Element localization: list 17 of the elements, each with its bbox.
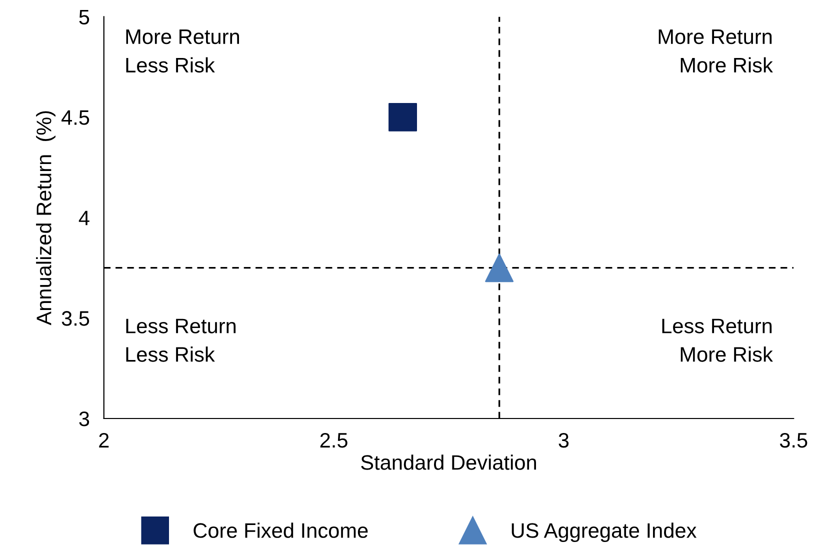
annotation: Less Return Less Risk — [126, 318, 236, 362]
legend-label: US Aggregate Index — [512, 522, 697, 542]
annotation: Less Return More Risk — [662, 318, 773, 362]
x-tick-label: 3 — [558, 432, 569, 448]
x-axis-title: Standard Deviation — [361, 454, 536, 470]
x-tick-label: 2 — [99, 432, 109, 448]
y-tick-label: 4.5 — [62, 110, 90, 125]
y-tick-label: 3 — [79, 412, 90, 426]
annotation: More Return More Risk — [658, 30, 773, 73]
legend-label: Core Fixed Income — [194, 522, 368, 538]
y-tick-label: 5 — [79, 10, 90, 24]
y-tick-label: 3.5 — [62, 311, 90, 326]
x-tick-label: 2.5 — [320, 432, 348, 448]
annotation: More Return Less Risk — [126, 30, 239, 73]
y-axis-title: Annualized Return (%) — [36, 111, 56, 326]
x-tick-label: 3.5 — [780, 432, 808, 448]
y-tick-label: 4 — [78, 210, 90, 226]
